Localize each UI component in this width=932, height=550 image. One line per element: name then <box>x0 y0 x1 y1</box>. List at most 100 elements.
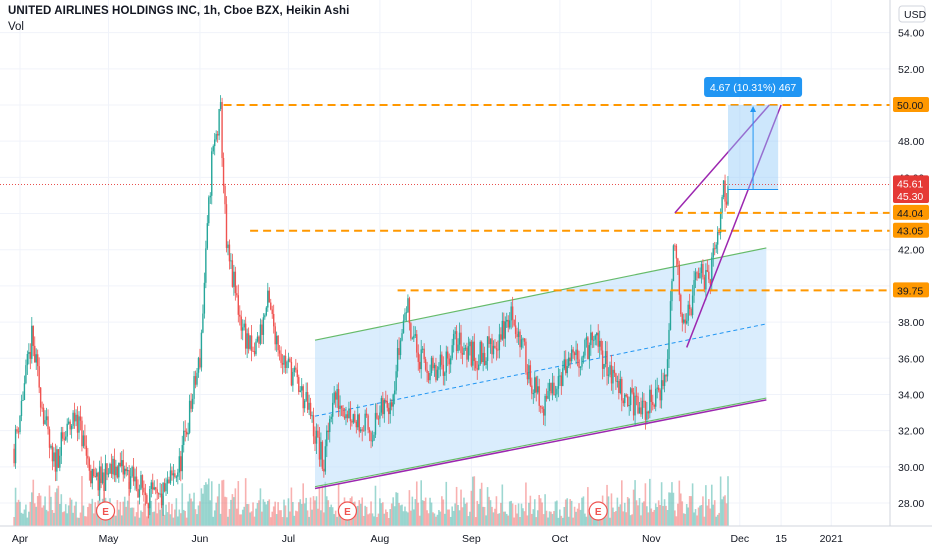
volume-bar <box>85 516 88 526</box>
candle-body <box>364 413 366 431</box>
volume-bar <box>253 516 256 526</box>
candle-body <box>683 319 685 323</box>
earnings-marker[interactable] <box>95 501 116 521</box>
candle-body <box>284 355 287 368</box>
volume-bar <box>166 512 169 526</box>
candle-body <box>324 446 327 472</box>
candle-body <box>90 470 92 484</box>
channel-lower-line <box>314 397 767 488</box>
price-tag <box>893 188 929 204</box>
candle-body <box>57 449 60 468</box>
channel-upper-line <box>314 247 767 341</box>
volume-bar <box>159 509 161 526</box>
volume-bar <box>432 512 434 526</box>
volume-bar <box>292 502 294 526</box>
volume-bar <box>727 476 729 526</box>
candle-body <box>587 337 589 360</box>
candle-body <box>256 336 259 342</box>
volume-bar <box>626 497 629 526</box>
candle-body <box>603 364 605 369</box>
candle-body <box>714 248 716 250</box>
candle-body <box>389 402 391 415</box>
volume-bar <box>631 514 633 526</box>
volume-bar <box>267 500 269 526</box>
volume-bar <box>234 488 237 526</box>
volume-bar <box>494 508 496 526</box>
volume-bar <box>284 505 287 526</box>
currency-badge[interactable] <box>898 5 926 23</box>
earnings-marker[interactable] <box>588 501 608 521</box>
volume-bar <box>94 502 97 526</box>
candle-body <box>306 392 309 410</box>
candle-body <box>188 400 191 433</box>
candle-body <box>461 353 464 355</box>
volume-bar <box>160 500 163 526</box>
candle-body <box>181 445 183 472</box>
volume-bar <box>560 515 563 526</box>
candle-body <box>265 307 268 316</box>
candle-body <box>727 186 729 205</box>
candle-body <box>684 319 686 324</box>
volume-bar <box>671 482 673 526</box>
volume-bar <box>194 509 197 526</box>
volume-bar <box>511 503 514 526</box>
candle-body <box>252 350 254 352</box>
candle-body <box>488 336 490 345</box>
candle-body <box>450 358 452 365</box>
volume-bar <box>539 498 542 526</box>
candle-body <box>517 331 520 338</box>
candle-body <box>475 360 477 369</box>
volume-bar <box>119 501 122 526</box>
candle-body <box>115 466 117 476</box>
volume-bar <box>435 516 437 526</box>
volume-bar <box>401 504 403 526</box>
earnings-marker[interactable] <box>337 501 358 521</box>
volume-bar <box>73 505 76 526</box>
candle-body <box>606 351 608 376</box>
volume-bar <box>79 512 82 526</box>
volume-bar <box>383 513 386 526</box>
volume-bar <box>174 509 176 526</box>
volume-bar <box>144 501 147 526</box>
volume-bar <box>547 517 549 526</box>
candle-body <box>657 387 660 391</box>
candle-body <box>345 414 347 419</box>
volume-bar <box>367 514 369 526</box>
volume-bar <box>20 512 23 526</box>
candle-body <box>190 400 192 409</box>
volume-bar <box>643 501 645 526</box>
volume-bar <box>657 500 660 526</box>
volume-bar <box>582 496 585 526</box>
candle-body <box>680 294 682 315</box>
measure-arrow-head <box>750 106 757 112</box>
y-tick-label: 48.00 <box>898 136 924 148</box>
candle-body <box>84 435 86 446</box>
volume-bar <box>433 513 436 526</box>
candle-body <box>719 212 722 233</box>
volume-bar <box>221 480 223 526</box>
candle-body <box>371 440 374 442</box>
volume-bar <box>122 501 125 526</box>
volume-bar <box>463 497 465 526</box>
volume-bar <box>529 495 532 526</box>
volume-bar <box>280 510 282 526</box>
volume-bar <box>365 506 368 526</box>
volume-bar <box>32 479 35 526</box>
volume-bar <box>660 482 663 526</box>
volume-bar <box>424 497 427 526</box>
candle-body <box>538 386 540 406</box>
candle-body <box>53 452 55 462</box>
candle-body <box>705 270 707 290</box>
volume-bar <box>137 500 139 526</box>
volume-bar <box>656 507 658 526</box>
volume-bar <box>293 515 296 526</box>
candle-body <box>85 445 88 456</box>
price-tag <box>893 222 929 238</box>
candle-body <box>563 359 565 369</box>
candle-body <box>311 415 313 417</box>
volume-bar <box>623 502 626 526</box>
volume-indicator-label[interactable]: Vol <box>8 21 24 33</box>
candle-body <box>98 466 101 491</box>
